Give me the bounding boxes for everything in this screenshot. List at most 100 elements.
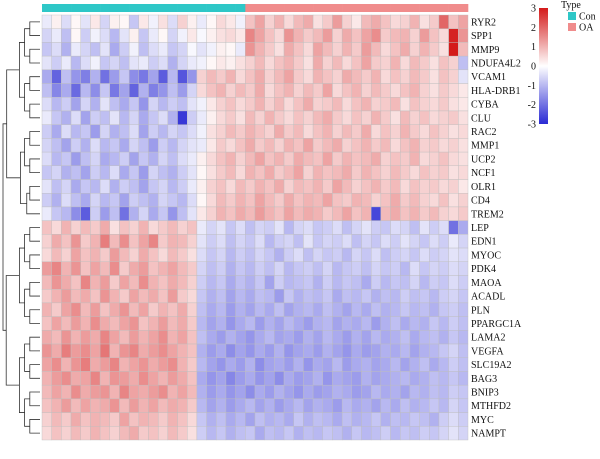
heatmap-cell [206,357,217,372]
heatmap-cell [119,261,130,276]
heatmap-cell [448,83,459,98]
heatmap-cell [80,398,91,413]
heatmap-cell [99,151,110,167]
heatmap-cell [332,138,343,153]
heatmap-cell [380,151,391,167]
heatmap-cell [419,330,430,345]
heatmap-cell [90,179,101,194]
heatmap-cell [264,220,275,235]
heatmap-cell [429,275,440,290]
heatmap-cell [380,179,391,194]
heatmap-cell [429,151,440,167]
heatmap-cell [303,302,314,317]
heatmap-cell [458,261,469,276]
heatmap-cell [274,247,285,262]
heatmap-cell [419,124,430,139]
heatmap-cell [138,14,149,29]
gene-labels: RYR2 SPP1 MMP9 NDUFA4L2 VCAM1 HLA-DRB1 CYBA CLU… [471,17,522,439]
heatmap-cell [293,14,304,29]
heatmap-cell [254,42,265,57]
heatmap-cell [458,138,469,153]
heatmap-cell [254,330,265,345]
heatmap-cell [167,138,178,153]
heatmap-cell [254,151,265,167]
heatmap-cell [400,234,411,249]
heatmap-cell [274,371,285,386]
heatmap-cell [254,302,265,317]
heatmap-cell [400,138,411,153]
annotation-cell-con [206,4,217,12]
heatmap-cell [90,234,101,249]
heatmap-cell [119,69,130,84]
heatmap-cell [51,97,62,112]
heatmap-cell [51,288,62,304]
heatmap-cell [119,138,130,153]
heatmap-cell [235,165,246,180]
heatmap-cell [351,261,362,276]
heatmap-cell [206,69,217,84]
heatmap-cell [70,384,81,400]
heatmap-cell [332,302,343,317]
heatmap-cell [119,330,130,345]
heatmap-cell [99,302,110,317]
row-dendrogram [2,21,40,434]
heatmap-cell [225,165,236,180]
heatmap-cell [303,179,314,194]
heatmap-cell [128,261,140,276]
heatmap-cell [41,398,52,413]
heatmap-cell [274,330,285,345]
heatmap-cell [138,42,149,57]
gene-label: MTHFD2 [471,401,511,412]
heatmap-cell [90,97,101,112]
heatmap-cell [138,55,149,71]
heatmap-cell [99,124,110,139]
heatmap-cell [361,220,372,235]
heatmap-cell [225,426,236,441]
heatmap-cell [99,14,110,29]
heatmap-cell [341,220,353,235]
heatmap-cell [361,14,372,29]
heatmap-cell [322,97,333,112]
heatmap-cell [235,151,246,167]
heatmap-cell [177,124,188,139]
heatmap-cell [419,384,430,400]
heatmap-cell [409,247,420,262]
heatmap-cell [157,206,169,221]
heatmap-cell [61,28,72,43]
heatmap-cell [206,138,217,153]
heatmap-cell [332,179,343,194]
gene-label: TREM2 [471,209,504,220]
heatmap-cell [41,69,52,84]
heatmap-cell [400,398,411,413]
heatmap-cell [361,275,372,290]
heatmap-cell [293,371,304,386]
dendrogram-branch [24,233,30,263]
heatmap-cell [245,426,256,441]
heatmap-cell [225,28,236,43]
heatmap-cell [322,110,333,125]
heatmap-cell [419,371,430,386]
heatmap-cell [274,55,285,71]
gene-label: VEGFA [471,346,504,357]
heatmap-cell [303,110,314,125]
heatmap-cell [206,384,217,400]
heatmap-cell [177,193,188,208]
heatmap-cell [90,165,101,180]
heatmap-cell [390,179,401,194]
heatmap-cell [312,69,323,84]
heatmap-cell [167,357,178,372]
heatmap-cell [458,83,469,98]
heatmap-cell [245,55,256,71]
dendrogram-branch [24,137,30,167]
heatmap-cell [61,234,72,249]
heatmap-cell [448,193,459,208]
heatmap-cell [80,138,91,153]
heatmap-cell [322,330,333,345]
heatmap-cell [419,343,430,358]
heatmap-cell [448,42,459,57]
annotation-cell-oa [264,4,275,12]
heatmap-cell [177,412,188,427]
heatmap-cell [312,288,323,304]
dendrogram-branch [19,247,25,304]
heatmap-cell [51,69,62,84]
